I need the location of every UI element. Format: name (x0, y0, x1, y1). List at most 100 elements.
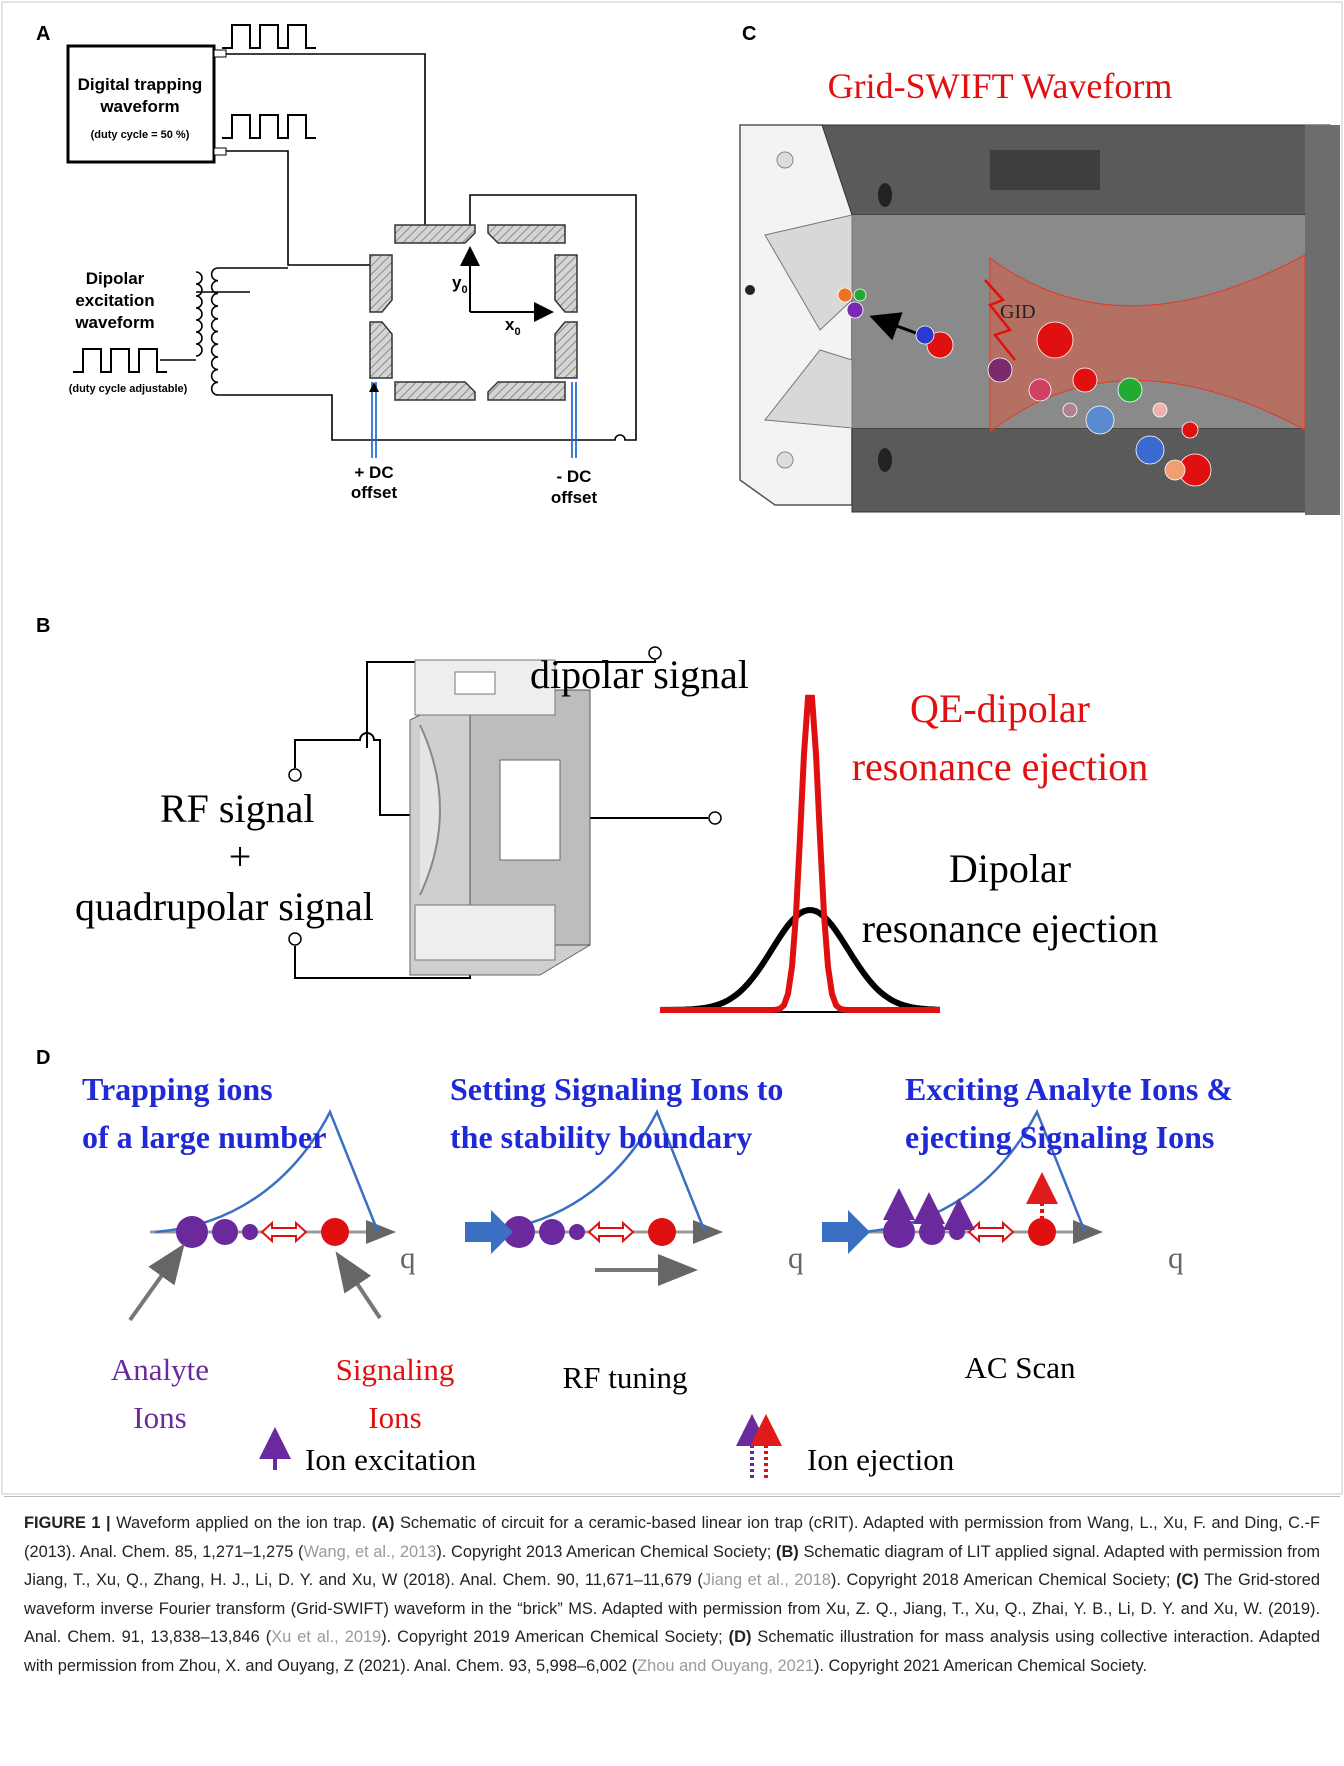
interaction-arrow (969, 1223, 1013, 1241)
ion (988, 358, 1012, 382)
box-title: waveform (99, 97, 179, 116)
signal-label: dipolar signal (530, 652, 749, 697)
terminal (214, 50, 226, 57)
dc-label: - DC (557, 467, 592, 486)
ion (1165, 460, 1185, 480)
electrode (488, 225, 565, 243)
step-arrow (822, 1210, 870, 1254)
caption-link: Jiang et al., 2018 (703, 1571, 831, 1589)
dipolar-label: excitation (75, 291, 154, 310)
axis-label: y0 (452, 273, 468, 296)
ion-label: Ions (133, 1400, 186, 1435)
dc-label: offset (551, 488, 598, 507)
analyte-ion (242, 1224, 258, 1240)
ion-label: Analyte (111, 1352, 209, 1387)
panel-label: A (36, 23, 50, 45)
axis-sub: 0 (461, 284, 467, 296)
stage-title: Setting Signaling Ions to (450, 1071, 783, 1107)
trap-block (852, 428, 1332, 512)
ion (1182, 422, 1198, 438)
terminal (289, 769, 301, 781)
signal-label: + (229, 834, 252, 879)
caption-bold: (B) (776, 1543, 799, 1561)
ion (838, 288, 852, 302)
stage-title: of a large number (82, 1119, 326, 1155)
curve-label: resonance ejection (852, 744, 1149, 789)
stage-title: ejecting Signaling Ions (905, 1119, 1214, 1155)
caption-plain: Waveform applied on the ion trap. (116, 1514, 372, 1532)
analyte-ion (919, 1219, 945, 1245)
analyte-ion (569, 1224, 585, 1240)
electrode (370, 255, 392, 312)
caption-plain: ). Copyright 2021 American Chemical Soci… (814, 1657, 1147, 1675)
axis-symbol: q (788, 1240, 804, 1275)
ion (1118, 378, 1142, 402)
ion (1037, 322, 1073, 358)
caption-bold: (D) (729, 1628, 752, 1646)
electrode (488, 382, 565, 400)
caption-plain: ). Copyright 2013 American Chemical Soci… (436, 1543, 776, 1561)
ion (1153, 403, 1167, 417)
ion (1029, 379, 1051, 401)
signaling-ion (321, 1218, 349, 1246)
axis-symbol: q (400, 1240, 416, 1275)
electrode (395, 225, 475, 243)
step-arrow (465, 1210, 513, 1254)
interaction-arrow (589, 1223, 633, 1241)
stage-title: Exciting Analyte Ions & (905, 1071, 1233, 1107)
analyte-ion (539, 1219, 565, 1245)
hole (878, 448, 892, 472)
axis-label: x0 (505, 315, 521, 338)
electrode (395, 382, 475, 400)
hole (878, 183, 892, 207)
panel-label: D (36, 1047, 50, 1069)
electrode (370, 322, 392, 378)
ion-label: Ions (368, 1400, 421, 1435)
terminal (709, 812, 721, 824)
panel-title: Grid-SWIFT Waveform (828, 66, 1173, 106)
panel-label: B (36, 615, 50, 637)
analyte-ion (949, 1224, 965, 1240)
hole (745, 285, 755, 295)
device-window (500, 760, 560, 860)
caption-link: Wang, et al., 2013 (304, 1543, 437, 1561)
hole (777, 152, 793, 168)
square-wave (222, 25, 316, 48)
caption-link: Xu et al., 2019 (271, 1628, 381, 1646)
box-title: Digital trapping (78, 75, 203, 94)
signaling-ion (1028, 1218, 1056, 1246)
trap-side (1305, 125, 1340, 515)
caption-bold: FIGURE 1 | (24, 1514, 116, 1532)
curve-label: Dipolar (949, 846, 1071, 891)
ion (847, 302, 863, 318)
caption-bold: (A) (372, 1514, 395, 1532)
pointer (130, 1250, 180, 1320)
dc-label: + DC (354, 463, 393, 482)
dipolar-label: waveform (74, 313, 154, 332)
ion (1086, 406, 1114, 434)
analyte-ion (212, 1219, 238, 1245)
caption-bold: (C) (1176, 1571, 1199, 1589)
signaling-ion (648, 1218, 676, 1246)
hole (777, 452, 793, 468)
coil (196, 272, 202, 356)
wire (226, 54, 425, 225)
device-slot (455, 672, 495, 694)
axis-sub: 0 (514, 326, 520, 338)
signal-label: quadrupolar signal (75, 884, 374, 929)
figure: A Digital trapping waveform (duty cycle … (0, 0, 1344, 1496)
curve-label: resonance ejection (862, 906, 1159, 951)
ion (916, 326, 934, 344)
dipolar-note: (duty cycle adjustable) (69, 383, 188, 395)
caption-plain: ). Copyright 2018 American Chemical Soci… (831, 1571, 1176, 1589)
axis-symbol: q (1168, 1240, 1184, 1275)
ion (1136, 436, 1164, 464)
ion (1073, 368, 1097, 392)
stage-note: RF tuning (563, 1360, 688, 1395)
interaction-arrow (262, 1223, 306, 1241)
dipolar-label: Dipolar (86, 269, 145, 288)
caption-link: Zhou and Ouyang, 2021 (637, 1657, 814, 1675)
square-wave (222, 115, 316, 138)
device-electrode (415, 905, 555, 960)
panel-label: C (742, 23, 756, 45)
